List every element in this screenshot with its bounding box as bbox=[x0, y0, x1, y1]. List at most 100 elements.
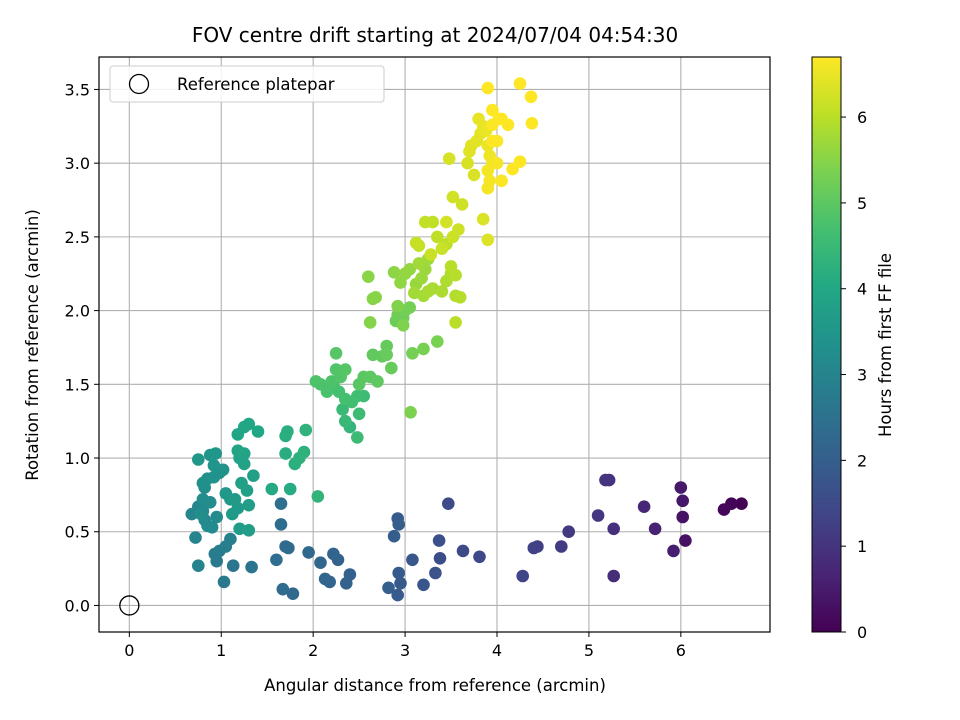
x-tick-label: 4 bbox=[492, 641, 502, 660]
data-point bbox=[486, 103, 499, 117]
data-point bbox=[648, 522, 662, 536]
data-point bbox=[607, 522, 620, 536]
y-tick-label: 0.0 bbox=[65, 596, 90, 615]
data-point bbox=[336, 403, 349, 416]
colorbar-tick-label: 1 bbox=[857, 537, 867, 556]
y-tick-label: 1.0 bbox=[65, 449, 90, 468]
data-point bbox=[607, 569, 620, 583]
data-point bbox=[525, 117, 539, 130]
data-point bbox=[299, 423, 313, 437]
chart-title: FOV centre drift starting at 2024/07/04 … bbox=[192, 23, 678, 47]
data-point bbox=[591, 509, 605, 522]
data-point bbox=[194, 507, 208, 521]
data-point bbox=[339, 363, 352, 376]
data-point bbox=[352, 407, 366, 421]
data-point bbox=[452, 223, 465, 236]
data-point bbox=[453, 291, 467, 304]
legend-label-reference: Reference platepar bbox=[177, 75, 335, 94]
data-point bbox=[392, 518, 406, 531]
data-point bbox=[192, 453, 205, 466]
data-point bbox=[419, 215, 432, 229]
data-point bbox=[302, 546, 315, 559]
data-point bbox=[279, 447, 292, 460]
data-point bbox=[224, 532, 237, 546]
data-point bbox=[189, 531, 202, 544]
data-point bbox=[486, 134, 499, 148]
colorbar-tick-label: 3 bbox=[857, 366, 867, 385]
data-point bbox=[369, 291, 383, 304]
data-point bbox=[286, 587, 300, 600]
data-point bbox=[555, 540, 568, 553]
data-point bbox=[667, 544, 680, 558]
data-point bbox=[676, 494, 689, 508]
data-point bbox=[318, 572, 332, 586]
data-point bbox=[391, 588, 405, 602]
data-point bbox=[409, 236, 423, 250]
data-point bbox=[404, 406, 417, 419]
data-point bbox=[403, 301, 417, 314]
data-point bbox=[440, 215, 453, 229]
data-point bbox=[192, 559, 205, 572]
data-point bbox=[435, 285, 449, 298]
colorbar-label: Hours from first FF file bbox=[876, 253, 895, 437]
data-point bbox=[674, 481, 688, 494]
data-point bbox=[717, 503, 731, 516]
x-tick-label: 0 bbox=[124, 641, 134, 660]
data-point bbox=[231, 444, 245, 458]
colorbar-tick-label: 0 bbox=[857, 623, 867, 642]
data-point bbox=[209, 447, 222, 460]
colorbar-tick-label: 2 bbox=[857, 451, 867, 470]
x-axis-label: Angular distance from reference (arcmin) bbox=[264, 676, 606, 695]
colorbar-ticks: 0 1 2 3 4 5 6 bbox=[841, 108, 867, 642]
data-point bbox=[433, 552, 447, 565]
data-point bbox=[449, 316, 462, 329]
reference-point bbox=[119, 595, 140, 616]
x-tick-label: 5 bbox=[584, 641, 594, 660]
data-point bbox=[483, 174, 497, 188]
colorbar-tick-label: 5 bbox=[857, 194, 867, 213]
data-point bbox=[442, 152, 456, 165]
data-point bbox=[205, 521, 219, 534]
data-point bbox=[235, 476, 248, 490]
data-point bbox=[735, 497, 748, 511]
x-tick-label: 6 bbox=[676, 641, 686, 660]
y-tick-label: 3.5 bbox=[65, 80, 90, 99]
data-point bbox=[380, 339, 394, 353]
data-point bbox=[339, 414, 352, 428]
data-point bbox=[363, 316, 377, 329]
data-point bbox=[309, 375, 323, 388]
data-point bbox=[481, 81, 495, 95]
data-point bbox=[385, 361, 398, 375]
data-point bbox=[245, 560, 258, 574]
data-point bbox=[276, 582, 290, 596]
data-point bbox=[217, 575, 231, 589]
colorbar bbox=[811, 56, 842, 633]
data-point bbox=[351, 431, 364, 444]
data-point bbox=[481, 233, 495, 247]
data-point bbox=[247, 469, 260, 483]
data-point bbox=[283, 482, 297, 496]
y-axis-label: Rotation from reference (arcmin) bbox=[23, 209, 42, 481]
y-tick-label: 2.5 bbox=[65, 228, 90, 247]
data-point bbox=[274, 497, 288, 511]
data-point bbox=[196, 493, 210, 506]
data-point bbox=[392, 566, 406, 580]
data-point bbox=[251, 425, 265, 438]
data-point bbox=[380, 348, 394, 362]
data-point bbox=[432, 534, 446, 547]
data-point bbox=[455, 198, 469, 211]
data-point bbox=[412, 257, 426, 270]
data-point bbox=[396, 319, 410, 332]
data-point bbox=[242, 498, 256, 512]
data-point bbox=[435, 242, 449, 255]
data-point bbox=[279, 540, 292, 553]
data-point bbox=[513, 155, 527, 168]
x-axis-ticks: 0 1 2 3 4 5 6 bbox=[124, 632, 686, 660]
data-point bbox=[406, 553, 419, 567]
data-point bbox=[481, 164, 495, 177]
data-point bbox=[444, 260, 458, 273]
data-point bbox=[270, 553, 283, 567]
x-tick-label: 1 bbox=[216, 641, 226, 660]
data-point bbox=[495, 174, 508, 188]
